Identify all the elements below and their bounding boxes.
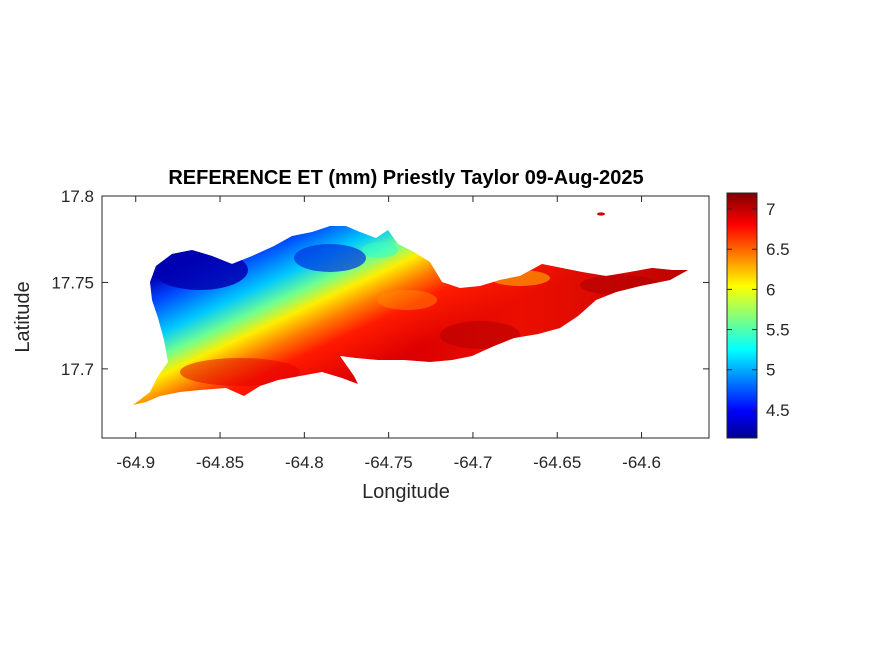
colorbar-tick-label: 6.5 [766, 240, 790, 259]
x-tick-label: -64.7 [454, 453, 493, 472]
x-tick-label: -64.65 [533, 453, 581, 472]
map-title: REFERENCE ET (mm) Priestly Taylor 09-Aug… [168, 167, 643, 189]
colorbar-tick-label: 4.5 [766, 401, 790, 420]
x-tick-label: -64.75 [365, 453, 413, 472]
colorbar-tick-label: 6 [766, 280, 775, 299]
x-tick-label: -64.85 [196, 453, 244, 472]
y-axis-label: Latitude [12, 281, 34, 352]
y-tick-label: 17.8 [61, 187, 94, 206]
colorbar-tick-label: 7 [766, 200, 775, 219]
colorbar-ticks: 4.5 5 5.5 6 6.5 7 [727, 200, 790, 420]
y-tick-label: 17.7 [61, 360, 94, 379]
x-tick-label: -64.8 [285, 453, 324, 472]
x-tick-label: -64.6 [622, 453, 661, 472]
colorbar-tick-label: 5 [766, 361, 775, 380]
x-axis-ticks: -64.9 -64.85 -64.8 -64.75 -64.7 -64.65 -64.6 [116, 196, 661, 472]
colorbar [726, 192, 758, 439]
x-axis-label: Longitude [362, 481, 450, 503]
y-axis-ticks: 17.7 17.75 17.8 [51, 187, 709, 379]
x-tick-label: -64.9 [116, 453, 155, 472]
islet-marker [597, 212, 605, 216]
y-tick-label: 17.75 [51, 273, 94, 292]
colorbar-tick-label: 5.5 [766, 321, 790, 340]
